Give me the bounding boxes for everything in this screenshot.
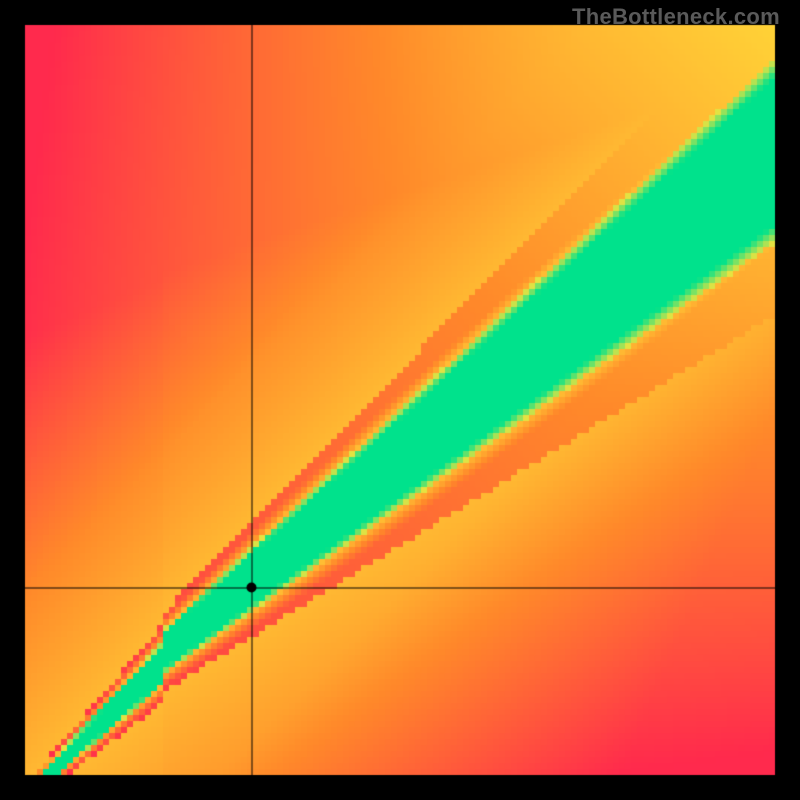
watermark-text: TheBottleneck.com <box>572 4 780 30</box>
chart-container: TheBottleneck.com <box>0 0 800 800</box>
bottleneck-heatmap-canvas <box>0 0 800 800</box>
